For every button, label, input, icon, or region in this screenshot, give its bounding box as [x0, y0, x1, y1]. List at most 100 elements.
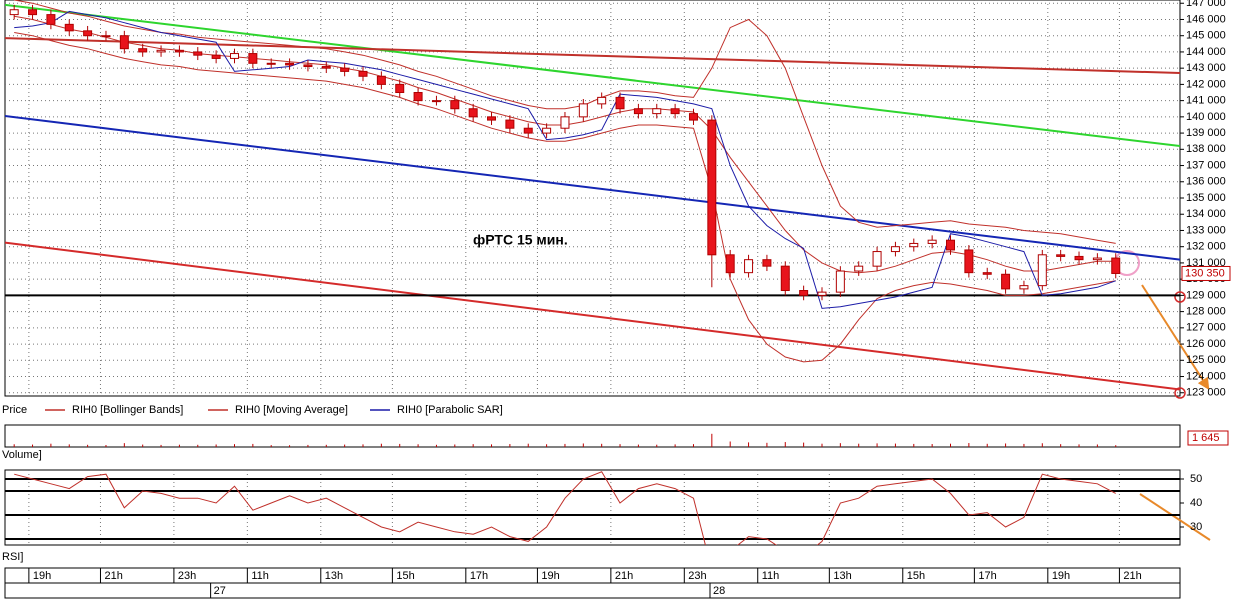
- y-tick-label: 50: [1190, 473, 1202, 485]
- candle-body: [193, 51, 203, 56]
- y-tick-label: 144 000: [1186, 46, 1226, 58]
- layer: [5, 0, 1180, 391]
- candle-body: [413, 92, 423, 102]
- overlay-line: [14, 32, 1116, 363]
- legend-label: RIH0 [Bollinger Bands]: [72, 404, 183, 416]
- date-tick-label: 27: [214, 585, 226, 597]
- candle-body: [542, 127, 552, 134]
- y-tick-label: 146 000: [1186, 13, 1226, 25]
- candle-body: [285, 62, 295, 66]
- x-tick-label: 15h: [396, 570, 414, 582]
- candle-body: [817, 291, 827, 296]
- candle-body: [688, 113, 698, 121]
- y-tick-label: 140 000: [1186, 111, 1226, 123]
- candle-body: [964, 249, 974, 274]
- trendline: [5, 3, 1180, 148]
- y-tick-label: 127 000: [1186, 322, 1226, 334]
- candle-body: [1019, 285, 1029, 290]
- x-tick-label: 13h: [833, 570, 851, 582]
- candle-body: [487, 116, 497, 121]
- candle-body: [670, 108, 680, 115]
- candle-body: [266, 62, 276, 65]
- candle-body: [799, 290, 809, 296]
- y-tick-label: 138 000: [1186, 143, 1226, 155]
- last-volume-label: 1 645: [1192, 432, 1220, 444]
- y-tick-label: 128 000: [1186, 306, 1226, 318]
- candle-body: [468, 108, 478, 118]
- candle-body: [1037, 254, 1047, 287]
- y-tick-label: 139 000: [1186, 127, 1226, 139]
- forecast-arrow: [1141, 284, 1210, 391]
- candle-body: [395, 83, 405, 94]
- candle-body: [9, 9, 19, 16]
- candle-body: [909, 242, 919, 248]
- candle-body: [946, 239, 956, 251]
- trendline: [5, 241, 1180, 391]
- candle-body: [615, 96, 625, 110]
- overlay-line: [14, 0, 1116, 244]
- x-tick-label: 23h: [688, 570, 706, 582]
- candle-body: [340, 67, 350, 72]
- layer: [5, 470, 1180, 545]
- y-tick-label: 125 000: [1186, 354, 1226, 366]
- y-tick-label: 142 000: [1186, 78, 1226, 90]
- date-tick-label: 28: [713, 585, 725, 597]
- candle-body: [707, 119, 717, 256]
- y-tick-label: 141 000: [1186, 95, 1226, 107]
- y-tick-label: 131 000: [1186, 257, 1226, 269]
- candle-body: [633, 108, 643, 115]
- candle-body: [248, 53, 258, 64]
- y-tick-label: 133 000: [1186, 224, 1226, 236]
- candle-body: [762, 259, 772, 267]
- candle-body: [101, 35, 111, 38]
- y-tick-label: 129 000: [1186, 289, 1226, 301]
- overlay-line: [14, 10, 1116, 309]
- candle-body: [560, 116, 570, 129]
- x-tick-label: 21h: [615, 570, 633, 582]
- x-tick-label: 21h: [1123, 570, 1141, 582]
- volume-label: Volume]: [2, 449, 42, 461]
- candle-body: [1001, 273, 1011, 290]
- y-tick-label: 134 000: [1186, 208, 1226, 220]
- candle-body: [64, 23, 74, 32]
- candle-body: [321, 66, 331, 69]
- candle-body: [138, 48, 148, 53]
- rsi-line: [14, 471, 1116, 545]
- legend-label: RIH0 [Parabolic SAR]: [397, 404, 503, 416]
- candle-body: [1056, 254, 1066, 257]
- level-marker: [1174, 387, 1186, 399]
- candle-body: [927, 239, 937, 244]
- y-tick-label: 143 000: [1186, 62, 1226, 74]
- x-tick-label: 17h: [470, 570, 488, 582]
- rsi-label: RSI]: [2, 551, 23, 563]
- x-tick-label: 19h: [1052, 570, 1070, 582]
- candle-body: [1111, 257, 1121, 274]
- candle-body: [174, 49, 184, 53]
- layer: [5, 0, 1180, 396]
- candle-body: [578, 103, 588, 118]
- y-tick-label: 40: [1190, 497, 1202, 509]
- candle-body: [725, 254, 735, 274]
- y-tick-label: 137 000: [1186, 159, 1226, 171]
- candle-body: [28, 9, 38, 16]
- candle-body: [744, 259, 754, 274]
- candle-body: [46, 14, 56, 25]
- y-tick-label: 123 000: [1186, 387, 1226, 399]
- forecast-arrow: [1139, 493, 1211, 541]
- candle-body: [835, 270, 845, 293]
- y-tick-label: 135 000: [1186, 192, 1226, 204]
- x-tick-label: 19h: [541, 570, 559, 582]
- candle-body: [211, 54, 221, 59]
- candle-body: [450, 100, 460, 110]
- y-tick-label: 30: [1190, 521, 1202, 533]
- level-marker: [1174, 291, 1186, 303]
- y-tick-label: 136 000: [1186, 176, 1226, 188]
- y-tick-label: 147 000: [1186, 0, 1226, 9]
- last-price-label: 130 350: [1185, 267, 1225, 279]
- candle-body: [303, 64, 313, 68]
- candle-body: [358, 70, 368, 77]
- candle-body: [523, 127, 533, 134]
- candle-body: [505, 119, 515, 129]
- legend-label: RIH0 [Moving Average]: [235, 404, 348, 416]
- candle-body: [890, 246, 900, 253]
